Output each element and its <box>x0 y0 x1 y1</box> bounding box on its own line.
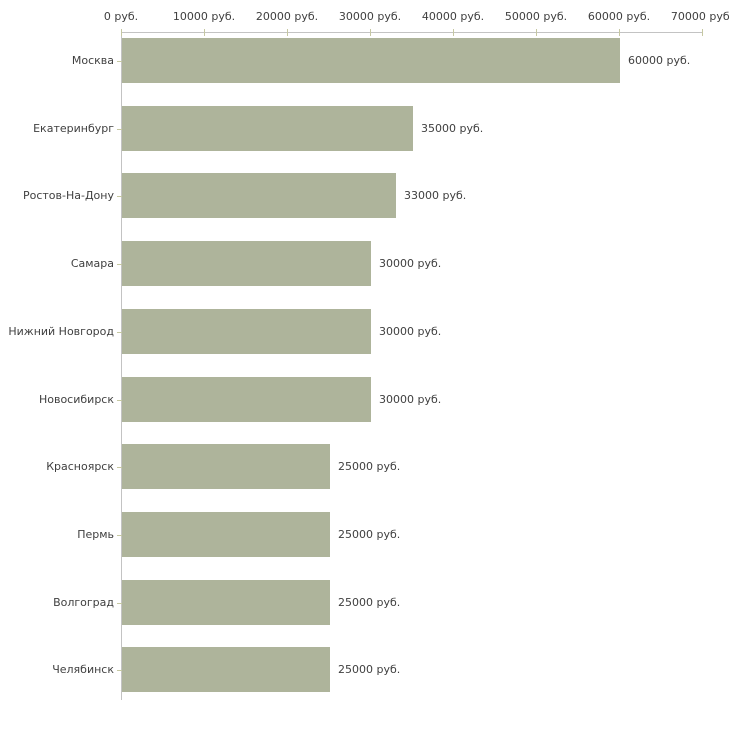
value-label: 30000 руб. <box>379 393 442 406</box>
category-label: Самара <box>70 257 114 270</box>
category-tick-mark <box>117 603 122 604</box>
x-tick-mark <box>121 29 122 36</box>
x-tick-label: 60000 руб. <box>587 10 651 23</box>
bar <box>122 106 413 151</box>
x-tick-mark <box>204 29 205 36</box>
category-tick-mark <box>117 61 122 62</box>
bar <box>122 512 330 557</box>
x-tick-label: 10000 руб. <box>172 10 236 23</box>
bar <box>122 647 330 692</box>
x-tick-mark <box>287 29 288 36</box>
bar <box>122 173 396 218</box>
category-label: Екатеринбург <box>33 122 114 135</box>
x-tick-label: 40000 руб. <box>421 10 485 23</box>
value-label: 25000 руб. <box>338 596 401 609</box>
bar <box>122 309 371 354</box>
x-tick-label: 70000 руб. <box>670 10 730 23</box>
category-tick-mark <box>117 129 122 130</box>
y-axis-line <box>121 32 122 700</box>
category-label: Ростов-На-Дону <box>22 189 114 202</box>
category-tick-mark <box>117 264 122 265</box>
x-tick-mark <box>370 29 371 36</box>
bar <box>122 444 330 489</box>
value-label: 35000 руб. <box>421 122 484 135</box>
value-label: 30000 руб. <box>379 325 442 338</box>
category-label: Волгоград <box>53 596 114 609</box>
x-tick-label: 30000 руб. <box>338 10 402 23</box>
category-label: Нижний Новгород <box>8 325 114 338</box>
value-label: 33000 руб. <box>404 189 467 202</box>
value-label: 60000 руб. <box>628 54 691 67</box>
value-label: 25000 руб. <box>338 528 401 541</box>
category-tick-mark <box>117 670 122 671</box>
x-axis-line <box>121 32 703 33</box>
x-tick-mark <box>702 29 703 36</box>
x-tick-label: 50000 руб. <box>504 10 568 23</box>
category-label: Челябинск <box>52 663 114 676</box>
x-tick-label: 20000 руб. <box>255 10 319 23</box>
category-tick-mark <box>117 332 122 333</box>
x-tick-label: 0 руб. <box>103 10 139 23</box>
category-tick-mark <box>117 535 122 536</box>
x-tick-mark <box>453 29 454 36</box>
x-tick-mark <box>619 29 620 36</box>
bar <box>122 38 620 83</box>
bar <box>122 580 330 625</box>
category-label: Новосибирск <box>38 393 114 406</box>
value-label: 25000 руб. <box>338 460 401 473</box>
category-tick-mark <box>117 467 122 468</box>
category-label: Москва <box>71 54 114 67</box>
value-label: 30000 руб. <box>379 257 442 270</box>
category-tick-mark <box>117 196 122 197</box>
category-tick-mark <box>117 400 122 401</box>
x-tick-mark <box>536 29 537 36</box>
bar <box>122 241 371 286</box>
value-label: 25000 руб. <box>338 663 401 676</box>
bar <box>122 377 371 422</box>
category-label: Пермь <box>77 528 114 541</box>
category-label: Красноярск <box>46 460 114 473</box>
